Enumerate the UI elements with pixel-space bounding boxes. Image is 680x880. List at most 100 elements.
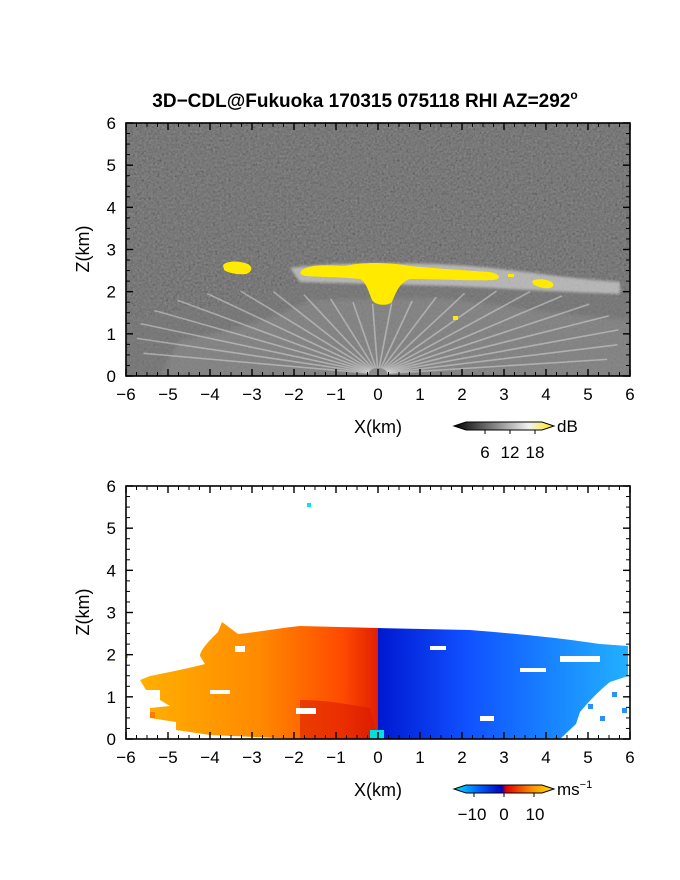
beam-ray — [143, 352, 379, 375]
x-tick-label: −1 — [326, 385, 345, 404]
beam-ray — [377, 303, 393, 375]
beam-ray — [377, 303, 590, 375]
beam-ray — [377, 292, 466, 375]
x-tick-label: 2 — [457, 385, 466, 404]
beam-ray — [377, 295, 563, 375]
y-tick-label: 6 — [107, 477, 116, 496]
velocity-gaps — [210, 646, 600, 721]
velocity-ylabel: Z(km) — [73, 589, 93, 636]
x-tick-label: −2 — [284, 748, 303, 767]
beam-ray — [352, 301, 379, 375]
reflectivity-axes: −6 −5 −4 −3 −2 −1 0 1 2 3 4 5 6 0 1 2 3 4 5 6 — [107, 114, 635, 404]
velocity-colorbar-tick-minus10: −10 — [458, 805, 487, 824]
y-tick-label: 2 — [107, 646, 116, 665]
velocity-colorbar-unit-sup: −1 — [580, 779, 593, 791]
y-tick-label: 1 — [107, 325, 116, 344]
yellow-echo-main — [300, 263, 499, 305]
velocity-speckles — [126, 654, 627, 721]
x-tick-label: 1 — [415, 385, 424, 404]
x-tick-label: 0 — [373, 385, 382, 404]
reflectivity-colorbar: dB 6 12 18 — [452, 417, 578, 462]
x-tick-label: 2 — [457, 748, 466, 767]
beam-ray — [377, 358, 608, 375]
velocity-field — [126, 486, 630, 739]
inner-echo — [160, 298, 630, 376]
x-tick-label: 5 — [583, 748, 592, 767]
beam-ray — [177, 299, 379, 375]
beam-ray — [239, 290, 379, 375]
x-tick-label: −4 — [200, 748, 219, 767]
x-tick-label: 5 — [583, 385, 592, 404]
velocity-isolated-echo — [307, 503, 311, 507]
beam-ray — [154, 309, 379, 375]
x-tick-label: −5 — [158, 385, 177, 404]
x-tick-label: −1 — [326, 748, 345, 767]
x-tick-label: 3 — [499, 748, 508, 767]
velocity-negative-region — [378, 628, 628, 739]
yellow-echo-left — [223, 261, 252, 275]
reflectivity-colorbar-bar — [452, 421, 556, 431]
x-tick-label: 6 — [625, 385, 634, 404]
reflectivity-field — [126, 123, 630, 376]
title-degree-sup: o — [570, 88, 577, 102]
reflectivity-colorbar-tick-6: 6 — [480, 443, 489, 462]
reflectivity-colorbar-tick-18: 18 — [526, 443, 545, 462]
x-tick-label: −3 — [242, 748, 261, 767]
x-tick-label: 1 — [415, 748, 424, 767]
beam-ray — [303, 294, 379, 375]
velocity-colorbar-bar — [452, 784, 556, 794]
x-tick-label: 6 — [625, 748, 634, 767]
y-tick-label: 1 — [107, 688, 116, 707]
y-tick-label: 6 — [107, 114, 116, 133]
beam-ray — [377, 290, 497, 375]
reflectivity-colorbar-ticks — [484, 430, 536, 434]
beam-ray — [377, 290, 531, 375]
reflectivity-xlabel: X(km) — [354, 417, 402, 437]
beam-ray — [377, 329, 619, 375]
x-tick-label: −6 — [116, 385, 135, 404]
beam-ray — [377, 300, 413, 375]
beam-ray — [273, 291, 379, 375]
y-tick-label: 3 — [107, 604, 116, 623]
y-tick-label: 4 — [107, 198, 116, 217]
beam-rays — [136, 290, 619, 375]
x-tick-label: −4 — [200, 385, 219, 404]
beam-ray — [140, 322, 379, 375]
velocity-colorbar: ms−1 −10 0 10 — [452, 779, 592, 824]
beam-ray — [329, 298, 379, 375]
y-tick-label: 5 — [107, 156, 116, 175]
reflectivity-colorbar-unit: dB — [557, 417, 578, 436]
x-tick-label: 0 — [373, 748, 382, 767]
reflectivity-ylabel: Z(km) — [73, 226, 93, 273]
velocity-colorbar-tick-10: 10 — [526, 805, 545, 824]
y-tick-label: 5 — [107, 519, 116, 538]
x-tick-label: −5 — [158, 748, 177, 767]
x-tick-label: −6 — [116, 748, 135, 767]
yellow-echo-speck — [453, 316, 458, 320]
figure-title: 3D−CDL@Fukuoka 170315 075118 RHI AZ=292o — [152, 88, 577, 112]
velocity-dark-red-core — [300, 700, 378, 739]
x-tick-label: −3 — [242, 385, 261, 404]
velocity-colorbar-tick-0: 0 — [499, 805, 508, 824]
y-tick-label: 2 — [107, 283, 116, 302]
velocity-colorbar-unit: ms−1 — [557, 779, 592, 799]
velocity-radar-site — [370, 730, 384, 739]
beam-ray — [136, 337, 379, 375]
velocity-colorbar-ticks — [473, 793, 535, 797]
y-tick-label: 0 — [107, 730, 116, 749]
beam-ray — [377, 344, 618, 375]
velocity-xlabel: X(km) — [354, 780, 402, 800]
reflectivity-colorbar-tick-12: 12 — [501, 443, 520, 462]
velocity-axes: −6 −5 −4 −3 −2 −1 0 1 2 3 4 5 6 0 1 2 3 4 5 6 — [107, 477, 635, 767]
beam-ray — [377, 315, 610, 375]
x-tick-label: 4 — [541, 748, 550, 767]
y-tick-label: 4 — [107, 561, 116, 580]
x-tick-label: −2 — [284, 385, 303, 404]
x-tick-label: 4 — [541, 385, 550, 404]
x-tick-label: 3 — [499, 385, 508, 404]
beam-ray — [371, 303, 379, 375]
yellow-echo-speck-2 — [508, 274, 514, 277]
